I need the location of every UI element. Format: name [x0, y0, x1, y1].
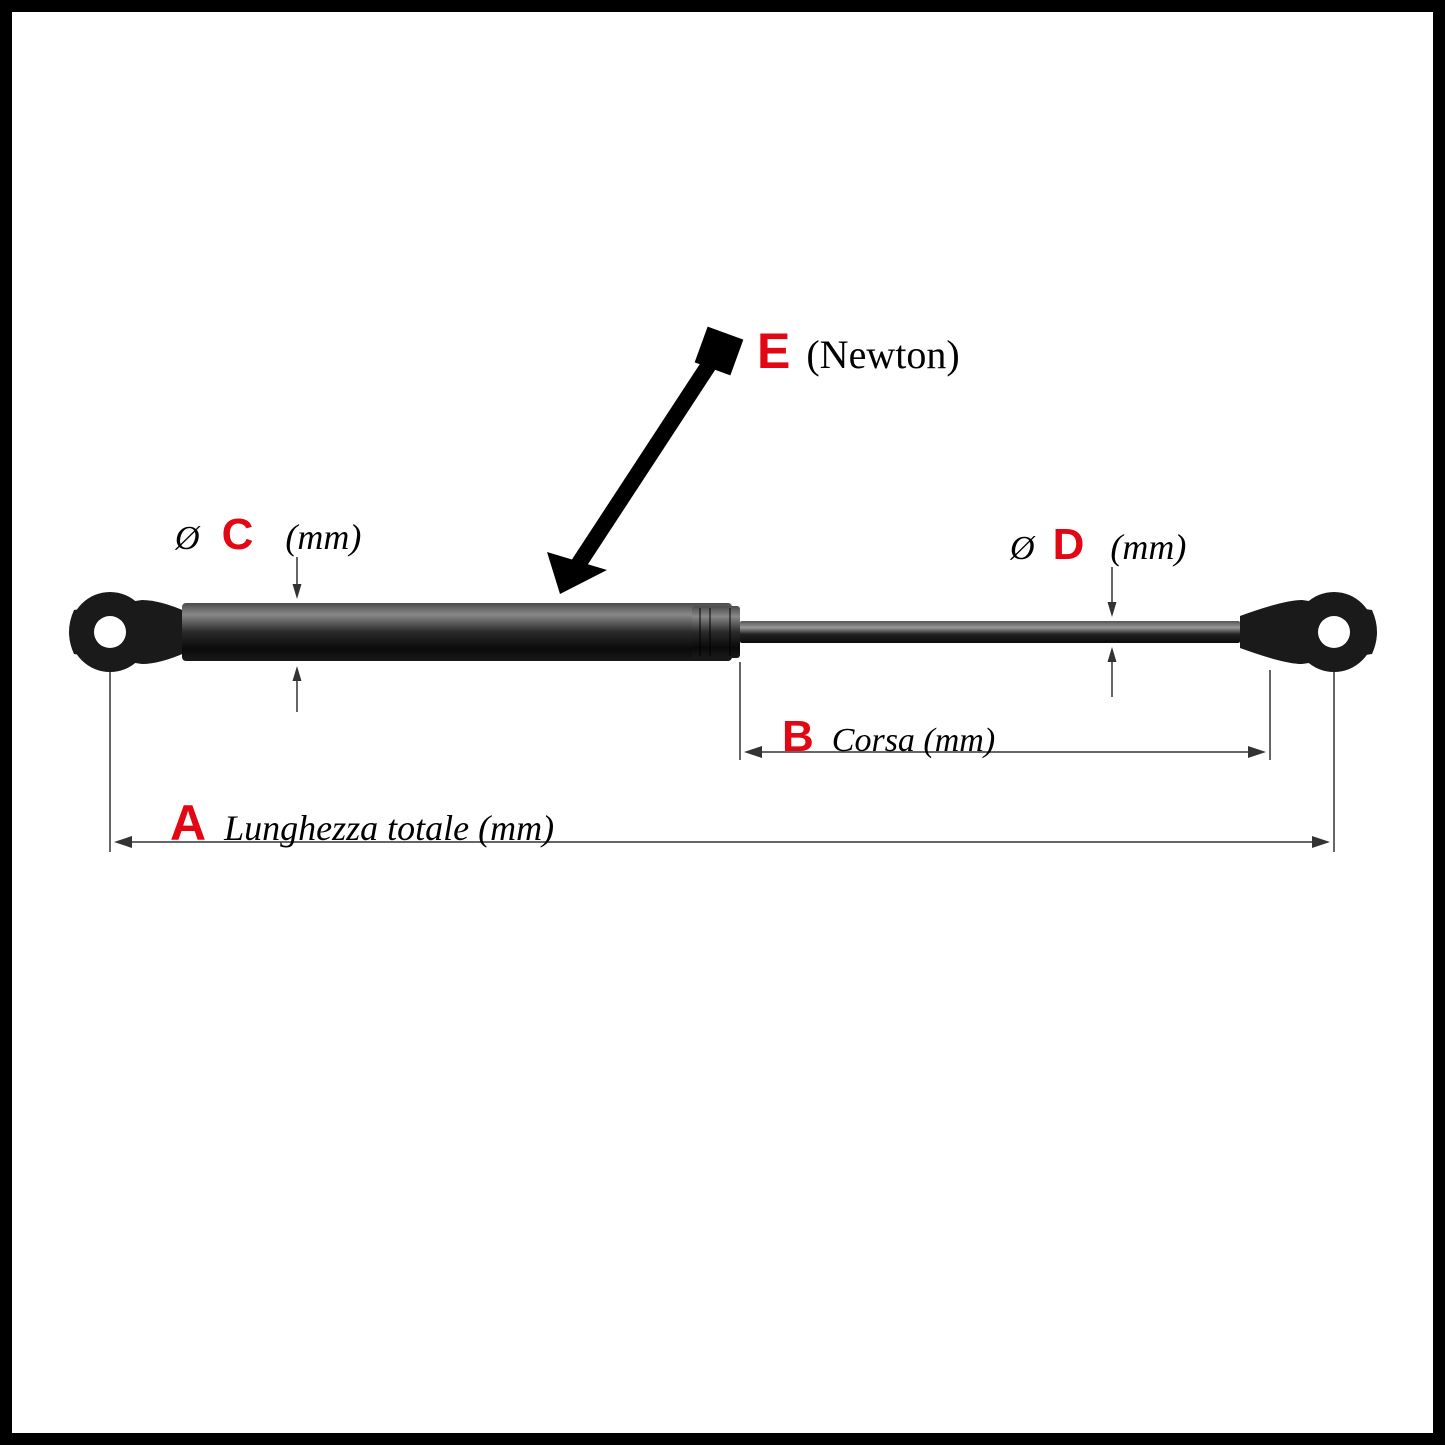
label-b-text: Corsa (mm): [832, 722, 995, 759]
label-c-group: Ø C (mm): [175, 510, 361, 560]
label-b-letter: B: [782, 712, 814, 761]
label-b-group: B Corsa (mm): [782, 712, 995, 762]
right-eyelet: [1240, 592, 1377, 672]
label-d-text: (mm): [1110, 527, 1186, 567]
label-e-letter: E: [757, 323, 790, 379]
label-d-letter: D: [1053, 520, 1085, 569]
label-c-text: (mm): [285, 517, 361, 557]
label-c-letter: C: [222, 510, 254, 559]
force-arrow: [547, 327, 743, 594]
label-d-group: Ø D (mm): [1010, 520, 1186, 570]
label-e-group: E (Newton): [757, 322, 960, 380]
diameter-symbol-d: Ø: [1010, 530, 1035, 567]
outer-frame: E (Newton) Ø C (mm) Ø D (mm) B Corsa (mm…: [0, 0, 1445, 1445]
left-eyelet: [69, 592, 187, 672]
diameter-symbol-c: Ø: [175, 520, 200, 557]
label-a-text: Lunghezza totale (mm): [224, 808, 554, 848]
label-a-letter: A: [170, 795, 206, 851]
label-e-text: (Newton): [806, 332, 959, 377]
strut-cylinder: [182, 603, 740, 661]
diagram-container: E (Newton) Ø C (mm) Ø D (mm) B Corsa (mm…: [12, 12, 1433, 1433]
label-a-group: A Lunghezza totale (mm): [170, 794, 554, 852]
strut-rod: [740, 621, 1240, 643]
diagram-svg: [12, 12, 1433, 1433]
